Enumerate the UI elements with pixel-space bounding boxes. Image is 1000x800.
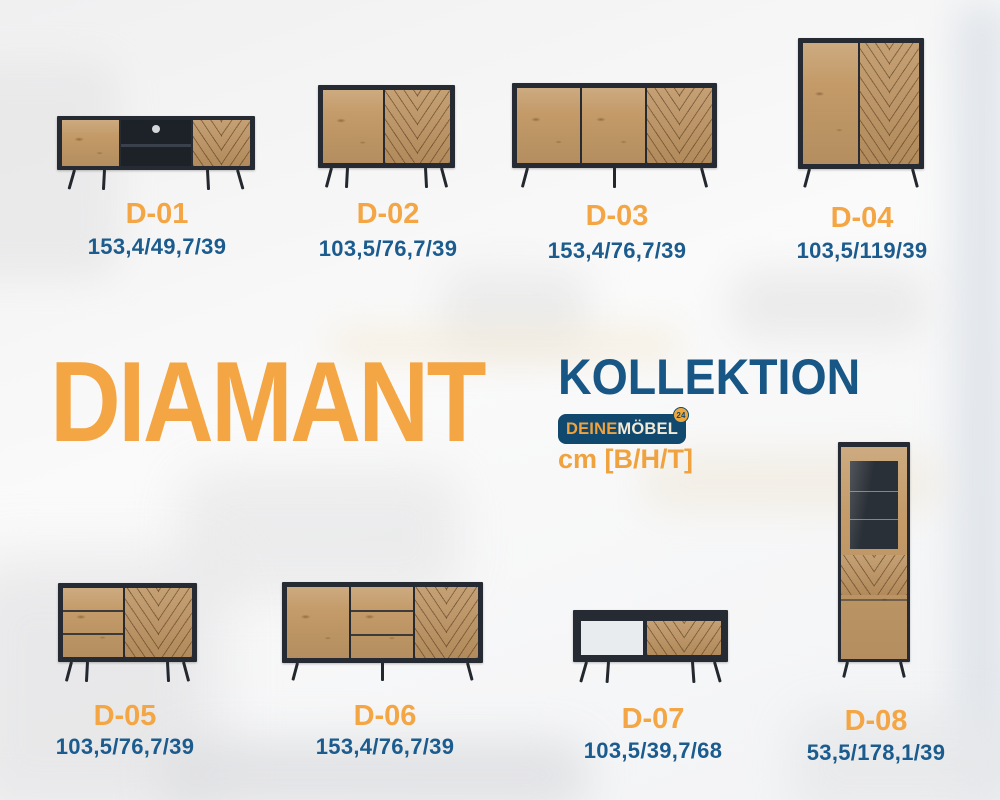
furniture-leg xyxy=(899,661,906,678)
furniture-leg xyxy=(324,167,333,188)
open-shelf xyxy=(581,621,643,655)
chevron-door-panel xyxy=(385,90,450,163)
product-d06-illustration xyxy=(282,582,483,681)
drawer-divider xyxy=(63,632,123,635)
backdrop-blob xyxy=(180,470,460,600)
furniture-leg xyxy=(84,661,89,683)
furniture-leg xyxy=(803,168,811,188)
chevron-door-panel xyxy=(415,587,478,658)
furniture-leg xyxy=(64,661,73,682)
product-dimensions: 153,4/49,7/39 xyxy=(87,234,227,259)
product-d02-illustration xyxy=(318,85,455,189)
product-id-label: D-04 xyxy=(830,202,894,234)
product-id-label: D-05 xyxy=(93,700,157,732)
shelf xyxy=(121,143,191,147)
glass-shelf xyxy=(850,490,898,492)
furniture-body xyxy=(512,83,717,168)
chevron-door-panel xyxy=(647,88,712,163)
product-id-label: D-06 xyxy=(353,700,417,732)
furniture-leg xyxy=(713,661,722,683)
furniture-leg xyxy=(440,167,449,188)
product-id-label: D-03 xyxy=(585,200,649,232)
product-dimensions: 153,4/76,7/39 xyxy=(547,238,687,263)
product-dimensions: 103,5/119/39 xyxy=(796,238,928,263)
backdrop-blob xyxy=(730,270,930,340)
chevron-drawer xyxy=(647,621,721,655)
door-panel xyxy=(803,43,858,164)
furniture-leg xyxy=(236,169,245,190)
product-d01-illustration xyxy=(57,116,255,191)
furniture-leg xyxy=(613,168,616,188)
furniture-leg xyxy=(182,661,191,682)
furniture-leg xyxy=(579,661,588,683)
product-id-label: D-08 xyxy=(844,705,908,737)
product-d07-illustration xyxy=(573,610,728,684)
drawer-stack xyxy=(351,587,413,658)
furniture-leg xyxy=(206,169,211,191)
furniture-body xyxy=(58,583,197,662)
door-panel xyxy=(323,90,383,163)
brand-logo: DEINE MÖBEL 24 xyxy=(558,407,689,444)
chevron-door-panel xyxy=(125,588,192,657)
furniture-body xyxy=(798,38,924,169)
product-dimensions: 53,5/178,1/39 xyxy=(806,740,946,765)
furniture-leg xyxy=(381,663,384,681)
collection-subtitle: KOLLEKTION xyxy=(558,349,861,405)
door-panel xyxy=(517,88,580,163)
drawer-stack xyxy=(63,588,123,657)
drawer-divider xyxy=(351,610,413,613)
product-id-label: D-01 xyxy=(125,198,189,230)
furniture-leg xyxy=(67,169,76,190)
door-panel xyxy=(62,120,119,166)
chevron-door-panel xyxy=(193,120,250,166)
door-divider xyxy=(841,599,907,601)
furniture-leg xyxy=(605,661,610,684)
furniture-leg xyxy=(691,661,696,684)
furniture-leg xyxy=(344,167,349,189)
furniture-leg xyxy=(101,169,106,191)
product-id-label: D-02 xyxy=(356,198,420,230)
furniture-body xyxy=(57,116,255,170)
glass-panel xyxy=(850,461,898,549)
open-compartment xyxy=(121,120,191,166)
product-dimensions: 103,5/39,7/68 xyxy=(583,738,723,763)
furniture-leg xyxy=(466,662,474,681)
product-d03-illustration xyxy=(512,83,717,188)
brand-logo-badge: 24 xyxy=(673,407,689,423)
furniture-body xyxy=(282,582,483,663)
chevron-band xyxy=(841,555,907,595)
product-dimensions: 103,5/76,7/39 xyxy=(318,236,458,261)
unit-note: cm [B/H/T] xyxy=(558,444,693,474)
furniture-leg xyxy=(291,662,299,681)
cable-hole xyxy=(152,125,160,133)
brand-logo-text-left: DEINE xyxy=(565,419,618,438)
furniture-leg xyxy=(700,167,709,188)
furniture-leg xyxy=(842,661,849,678)
cabinet-front xyxy=(841,447,907,659)
product-id-label: D-07 xyxy=(621,703,685,735)
chevron-door-panel xyxy=(860,43,919,164)
furniture-body xyxy=(838,442,910,662)
door-panel xyxy=(287,587,349,658)
brand-logo-text-right: MÖBEL xyxy=(617,419,679,438)
product-d04-illustration xyxy=(798,38,924,188)
furniture-leg xyxy=(424,167,429,189)
product-d08-illustration xyxy=(838,442,910,678)
glass-shelf xyxy=(850,519,898,521)
furniture-leg xyxy=(166,661,171,683)
product-d05-illustration xyxy=(58,583,197,683)
product-dimensions: 103,5/76,7/39 xyxy=(55,734,195,759)
collection-title: DIAMANT xyxy=(50,339,487,466)
product-dimensions: 153,4/76,7/39 xyxy=(315,734,455,759)
furniture-leg xyxy=(520,167,529,188)
furniture-body xyxy=(318,85,455,168)
backdrop-right-band xyxy=(952,0,1000,800)
furniture-body xyxy=(573,610,728,662)
furniture-leg xyxy=(911,168,919,188)
drawer-divider xyxy=(63,610,123,613)
door-panel xyxy=(582,88,645,163)
drawer-divider xyxy=(351,633,413,636)
